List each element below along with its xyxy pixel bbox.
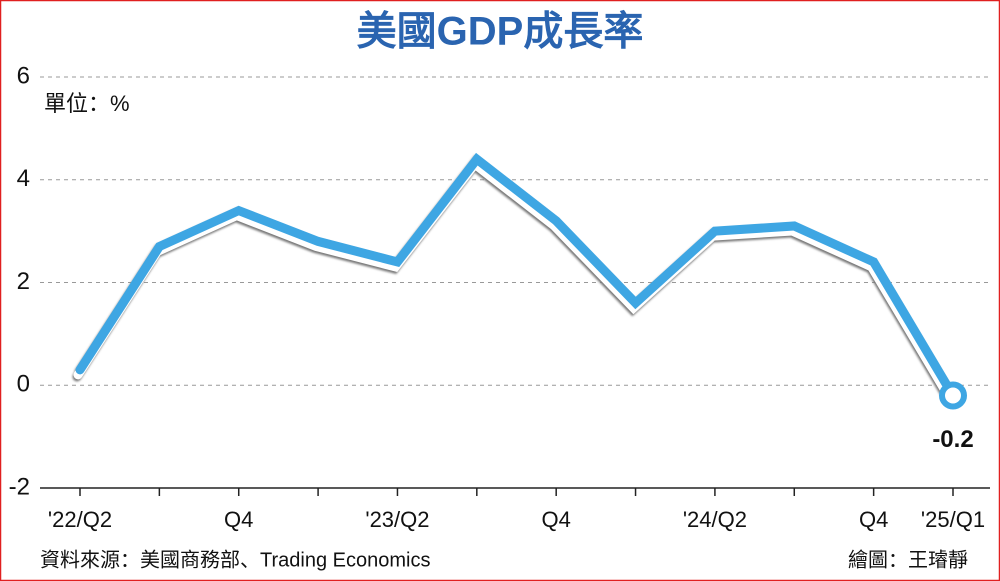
- x-tick-label: '23/Q2: [365, 507, 429, 532]
- x-tick-label: Q4: [859, 507, 888, 532]
- end-marker: [939, 381, 967, 410]
- unit-label: 單位：%: [44, 91, 130, 116]
- y-tick-label: 2: [17, 268, 30, 295]
- x-tick-label: '22/Q2: [48, 507, 112, 532]
- y-tick-label: 6: [17, 62, 30, 89]
- source: 資料來源：美國商務部、Trading Economics: [40, 548, 430, 571]
- y-tick-label: 0: [17, 371, 30, 398]
- y-tick-label: 4: [17, 165, 30, 192]
- x-tick-label: '25/Q1: [921, 507, 985, 532]
- credit: 繪圖：王璿靜: [848, 548, 968, 571]
- y-tick-label: -2: [9, 473, 30, 500]
- value-label: -0.2: [932, 426, 973, 453]
- chart-title: 美國GDP成長率: [357, 10, 644, 54]
- x-tick-label: Q4: [224, 507, 253, 532]
- line: [75, 152, 958, 401]
- x-tick-label: '24/Q2: [683, 507, 747, 532]
- x-tick-label: Q4: [542, 507, 571, 532]
